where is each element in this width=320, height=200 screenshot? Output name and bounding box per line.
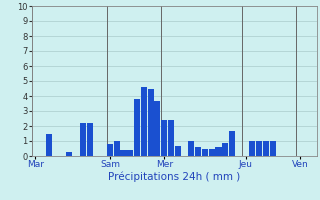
Bar xyxy=(148,88,154,156)
Bar xyxy=(161,120,167,156)
Bar xyxy=(249,141,255,156)
Bar xyxy=(222,142,228,156)
Bar xyxy=(215,147,221,156)
Bar xyxy=(114,141,120,156)
Bar xyxy=(134,99,140,156)
Bar xyxy=(263,141,269,156)
Bar xyxy=(141,87,147,156)
Bar xyxy=(80,123,86,156)
Bar xyxy=(202,148,208,156)
Bar xyxy=(195,147,201,156)
Bar xyxy=(127,150,133,156)
Bar xyxy=(66,152,72,156)
Bar xyxy=(256,141,262,156)
Bar xyxy=(46,134,52,156)
Bar xyxy=(154,100,161,156)
Bar xyxy=(188,141,195,156)
Bar xyxy=(107,144,113,156)
Bar xyxy=(229,130,235,156)
Bar xyxy=(121,150,127,156)
Bar xyxy=(270,141,276,156)
Bar xyxy=(209,148,215,156)
X-axis label: Précipitations 24h ( mm ): Précipitations 24h ( mm ) xyxy=(108,172,241,182)
Bar xyxy=(87,123,93,156)
Bar xyxy=(168,120,174,156)
Bar xyxy=(175,146,181,156)
